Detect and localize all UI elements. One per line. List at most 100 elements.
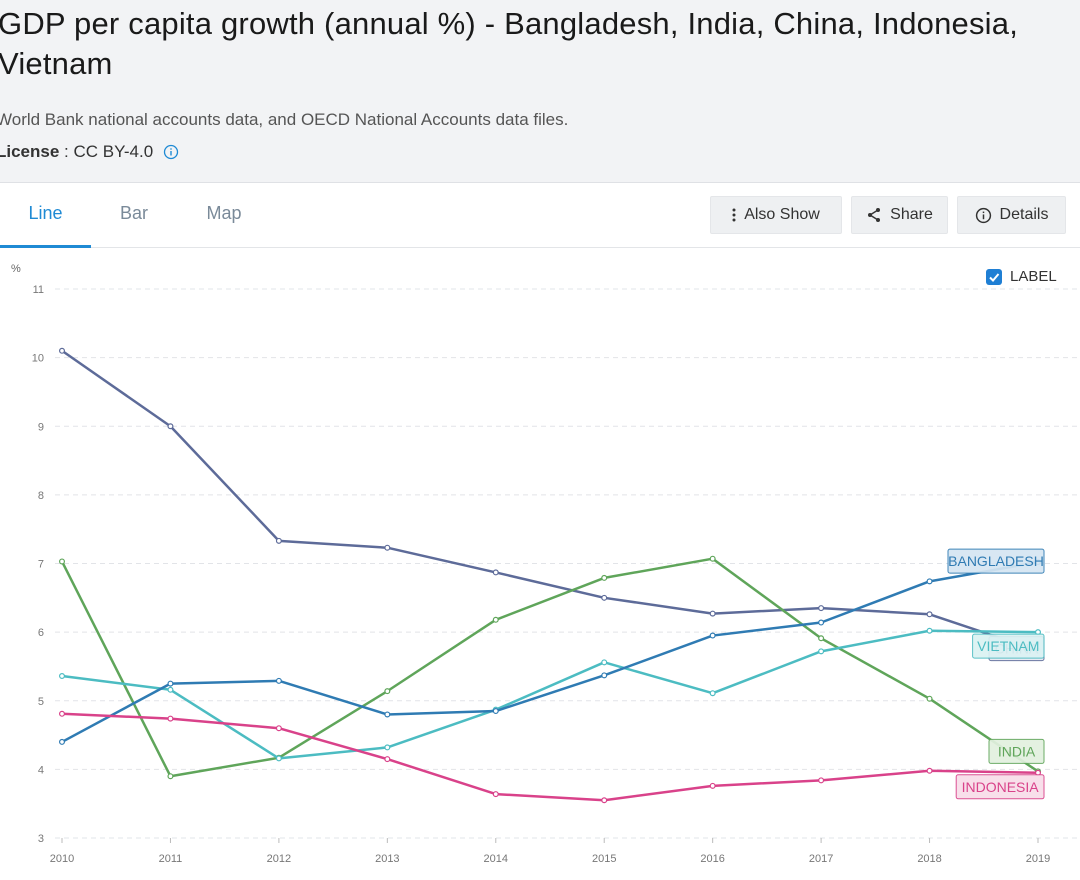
data-point-bangladesh bbox=[709, 632, 716, 639]
x-tick-label: 2012 bbox=[267, 853, 291, 865]
data-point-india bbox=[492, 616, 499, 623]
y-tick-label: 9 bbox=[38, 421, 44, 433]
y-tick-label: 3 bbox=[38, 833, 44, 845]
data-point-vietnam bbox=[601, 659, 608, 666]
share-button[interactable]: Share bbox=[851, 196, 948, 234]
x-tick-label: 2011 bbox=[159, 853, 183, 865]
x-tick-label: 2013 bbox=[375, 853, 399, 865]
license-key: License bbox=[0, 142, 60, 161]
data-point-bangladesh bbox=[275, 677, 282, 684]
y-tick-label: 4 bbox=[38, 764, 44, 776]
line-chart: % 3 4 5 6 7 8 9 10 11 2010 2011 2012 2013 2014 2015 201… bbox=[11, 263, 1080, 865]
tab-map[interactable]: Map bbox=[206, 203, 242, 223]
page-header: GDP per capita growth (annual %) - Bangl… bbox=[0, 0, 1080, 183]
data-point-china bbox=[167, 423, 174, 430]
tab-bar: Line Bar Map Also Show Share Details bbox=[0, 183, 1080, 248]
data-point-indonesia bbox=[275, 725, 282, 732]
data-point-indonesia bbox=[492, 791, 499, 798]
series-end-label: INDONESIA bbox=[962, 779, 1040, 795]
series-line-vietnam bbox=[61, 629, 1039, 760]
x-tick-label: 2010 bbox=[50, 853, 74, 865]
data-point-indonesia bbox=[384, 756, 391, 763]
y-tick-label: 6 bbox=[38, 627, 44, 639]
series-end-label: VIETNAM bbox=[977, 638, 1039, 654]
share-icon bbox=[868, 208, 881, 222]
y-tick-label: 10 bbox=[32, 353, 44, 365]
data-point-indonesia bbox=[818, 777, 825, 784]
label-toggle[interactable]: LABEL bbox=[986, 268, 1057, 285]
license-separator: : bbox=[59, 142, 74, 161]
data-point-bangladesh bbox=[167, 680, 174, 687]
x-tick-label: 2017 bbox=[809, 853, 833, 865]
details-button[interactable]: Details bbox=[957, 196, 1066, 234]
data-point-china bbox=[601, 594, 608, 601]
checkmark-icon bbox=[989, 272, 1000, 282]
data-point-bangladesh bbox=[601, 672, 608, 679]
data-point-india bbox=[709, 555, 716, 562]
data-point-china bbox=[58, 347, 65, 354]
label-checkbox[interactable] bbox=[986, 268, 1002, 285]
data-point-vietnam bbox=[926, 627, 933, 634]
data-point-china bbox=[275, 537, 282, 544]
data-point-india bbox=[384, 688, 391, 695]
data-point-india bbox=[167, 773, 174, 780]
data-point-china bbox=[926, 611, 933, 618]
series-end-label: BANGLADESH bbox=[948, 553, 1044, 569]
data-point-china bbox=[818, 605, 825, 612]
x-tick-label: 2014 bbox=[484, 853, 508, 865]
label-toggle-text: LABEL bbox=[1010, 268, 1057, 285]
license-line: License : CC BY-4.0 bbox=[0, 142, 179, 162]
data-point-china bbox=[709, 610, 716, 617]
details-label: Details bbox=[999, 206, 1049, 223]
series-line-bangladesh bbox=[61, 560, 1039, 744]
y-tick-label: 8 bbox=[38, 490, 44, 502]
data-point-indonesia bbox=[709, 782, 716, 789]
share-label: Share bbox=[890, 206, 933, 223]
data-point-vietnam bbox=[384, 744, 391, 751]
data-point-vietnam bbox=[818, 648, 825, 655]
x-tick-label: 2018 bbox=[917, 853, 941, 865]
x-tick-label: 2019 bbox=[1026, 853, 1050, 865]
data-point-india bbox=[58, 558, 65, 565]
series-line-indonesia bbox=[61, 712, 1039, 802]
info-icon[interactable] bbox=[163, 144, 179, 160]
y-tick-label: 7 bbox=[38, 559, 44, 571]
y-axis-unit-label: % bbox=[11, 263, 21, 275]
series-line-china bbox=[61, 349, 1039, 652]
series-end-label-box bbox=[972, 633, 1045, 659]
tab-line[interactable]: Line bbox=[0, 183, 91, 248]
y-tick-label: 5 bbox=[38, 696, 44, 708]
y-tick-label: 11 bbox=[33, 284, 44, 296]
data-point-china bbox=[384, 544, 391, 551]
data-point-indonesia bbox=[601, 797, 608, 804]
source-note: World Bank national accounts data, and O… bbox=[0, 110, 569, 129]
data-point-bangladesh bbox=[492, 708, 499, 715]
data-point-vietnam bbox=[167, 686, 174, 693]
also-show-button[interactable]: Also Show bbox=[710, 196, 842, 234]
data-point-indonesia bbox=[926, 767, 933, 774]
data-point-china bbox=[492, 569, 499, 576]
series-end-label-box bbox=[955, 774, 1045, 800]
data-point-vietnam bbox=[709, 690, 716, 697]
also-show-label: Also Show bbox=[744, 206, 820, 223]
page-title: GDP per capita growth (annual %) - Bangl… bbox=[0, 6, 1019, 81]
tab-bar-chart[interactable]: Bar bbox=[119, 203, 148, 223]
data-point-indonesia bbox=[58, 710, 65, 717]
data-point-bangladesh bbox=[926, 578, 933, 585]
series-end-label-box bbox=[947, 548, 1045, 574]
license-value: CC BY-4.0 bbox=[73, 142, 154, 161]
data-point-india bbox=[601, 574, 608, 581]
x-tick-label: 2015 bbox=[592, 853, 616, 865]
data-point-india bbox=[926, 695, 933, 702]
data-point-india bbox=[818, 635, 825, 642]
data-point-vietnam bbox=[275, 755, 282, 762]
series-line-india bbox=[60, 557, 1039, 778]
x-tick-label: 2016 bbox=[700, 853, 724, 865]
data-point-vietnam bbox=[58, 673, 65, 680]
data-point-bangladesh bbox=[384, 711, 391, 718]
series-end-label-box bbox=[988, 738, 1045, 764]
data-point-bangladesh bbox=[58, 738, 65, 745]
more-vertical-icon bbox=[732, 208, 736, 222]
info-icon bbox=[975, 207, 991, 223]
data-point-bangladesh bbox=[818, 619, 825, 626]
